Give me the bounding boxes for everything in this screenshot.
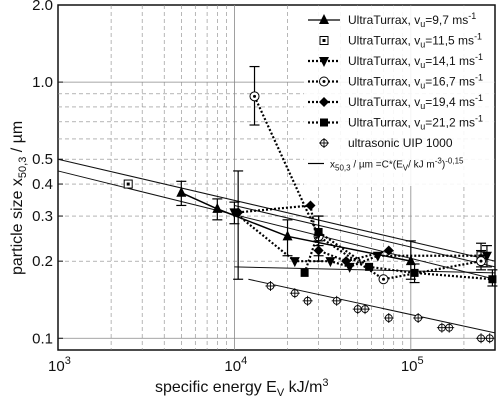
x-tick-label: 104: [224, 355, 247, 375]
marker-cross-open: [444, 322, 455, 333]
marker-triangle-down: [319, 57, 329, 67]
marker-triangle-up: [282, 230, 293, 241]
marker-square: [488, 275, 497, 284]
marker-square: [300, 268, 309, 277]
marker-square: [365, 262, 374, 271]
marker-square-dot: [319, 36, 329, 45]
marker-triangle-up: [319, 14, 329, 24]
series-line: [253, 95, 482, 281]
y-tick-label: 0.1: [32, 330, 53, 347]
legend-label: UltraTurrax, vu=9,7 ms-1: [348, 11, 476, 29]
marker-triangle-down: [289, 257, 300, 268]
y-tick-label: 2.0: [32, 0, 53, 14]
marker-cross-open: [476, 333, 487, 344]
marker-circle-dot: [249, 91, 260, 102]
y-axis-title: particle size x50,3 / µm: [9, 121, 29, 275]
series-group: [265, 280, 495, 344]
marker-cross-open: [383, 312, 394, 323]
legend-entry: UltraTurrax, vu=9,7 ms-1: [308, 11, 476, 29]
y-tick-label: 0.2: [32, 253, 53, 270]
legend-entry: UltraTurrax, vu=11,5 ms-1: [319, 32, 482, 50]
marker-circle-dot: [378, 274, 389, 285]
y-tick-label: 0.4: [32, 176, 53, 193]
marker-diamond: [319, 97, 329, 107]
marker-diamond: [313, 245, 324, 256]
series-line: [238, 204, 390, 263]
marker-diamond: [305, 200, 316, 211]
marker-cross-open: [265, 280, 276, 291]
marker-square-dot: [123, 179, 133, 189]
marker-triangle-down: [344, 262, 355, 273]
marker-cross-open: [484, 333, 495, 344]
fit-line: [248, 278, 496, 334]
marker-triangle-down: [372, 251, 383, 262]
series-line: [181, 192, 411, 262]
legend-entry: UltraTurrax, vu=19,4 ms-1: [308, 93, 483, 111]
legend-entry-fit: x50,3 / µm =C*(EV/ kJ m-3)-0,15: [308, 157, 464, 173]
marker-triangle-down: [481, 251, 492, 262]
fit-line: [57, 158, 496, 262]
marker-triangle-down: [325, 257, 336, 268]
legend-label: UltraTurrax, vu=19,4 ms-1: [348, 93, 483, 111]
marker-cross-open: [289, 288, 300, 299]
marker-cross-open: [352, 304, 363, 315]
legend-label: UltraTurrax, vu=21,2 ms-1: [348, 114, 483, 132]
legend: UltraTurrax, vu=9,7 ms-1 UltraTurrax, vu=…: [304, 6, 494, 186]
data-series: [123, 65, 498, 344]
marker-square: [320, 118, 328, 127]
marker-diamond: [233, 207, 244, 218]
series-line: [233, 211, 487, 269]
legend-label: ultrasonic UIP 1000: [348, 136, 453, 150]
marker-square: [410, 268, 419, 277]
marker-circle-center: [253, 94, 257, 98]
legend-box: [304, 6, 494, 186]
series-group: [300, 215, 498, 287]
legend-label: UltraTurrax, vu=14,1 ms-1: [348, 52, 483, 70]
legend-label: UltraTurrax, vu=11,5 ms-1: [348, 32, 482, 50]
marker-square: [314, 227, 323, 236]
series-group: [233, 170, 394, 280]
marker-circle-dot: [476, 256, 487, 267]
legend-entry: UltraTurrax, vu=14,1 ms-1: [308, 52, 483, 70]
marker-cross-open: [331, 295, 342, 306]
legend-fit-label: x50,3 / µm =C*(EV/ kJ m-3)-0,15: [330, 157, 464, 173]
marker-square-center: [322, 39, 326, 42]
series-group: [176, 180, 416, 280]
marker-circle-center: [322, 80, 326, 83]
marker-cross-open: [319, 138, 329, 148]
fit-line: [57, 170, 496, 280]
y-tick-labels: 0.1 0.2 0.3 0.4 0.5 1.0 2.0: [32, 0, 63, 347]
x-tick-labels: 103 104 105: [48, 355, 424, 375]
y-tick-label: 0.5: [32, 151, 53, 168]
marker-triangle-up: [212, 202, 223, 213]
marker-square-center: [126, 182, 130, 186]
marker-circle-center: [382, 277, 386, 281]
y-tick-label: 0.3: [32, 208, 53, 225]
fit-line: [234, 266, 496, 274]
legend-label: UltraTurrax, vu=16,7 ms-1: [348, 73, 483, 91]
x-axis-title: specific energy EV kJ/m3: [155, 377, 329, 399]
y-tick-label: 1.0: [32, 74, 53, 91]
marker-triangle-up: [176, 186, 187, 197]
marker-circle-dot: [319, 76, 329, 87]
marker-diamond: [383, 245, 394, 256]
marker-diamond: [341, 256, 352, 267]
x-tick-label: 105: [401, 355, 424, 375]
marker-cross-open: [302, 295, 313, 306]
marker-cross-open: [413, 312, 424, 323]
legend-entry: UltraTurrax, vu=21,2 ms-1: [308, 114, 483, 132]
marker-triangle-up: [405, 255, 416, 266]
marker-cross-open: [360, 304, 371, 315]
legend-entry: ultrasonic UIP 1000: [319, 136, 453, 150]
legend-entry: UltraTurrax, vu=16,7 ms-1: [308, 73, 483, 91]
marker-circle-center: [479, 259, 483, 263]
x-tick-label: 103: [48, 355, 71, 375]
